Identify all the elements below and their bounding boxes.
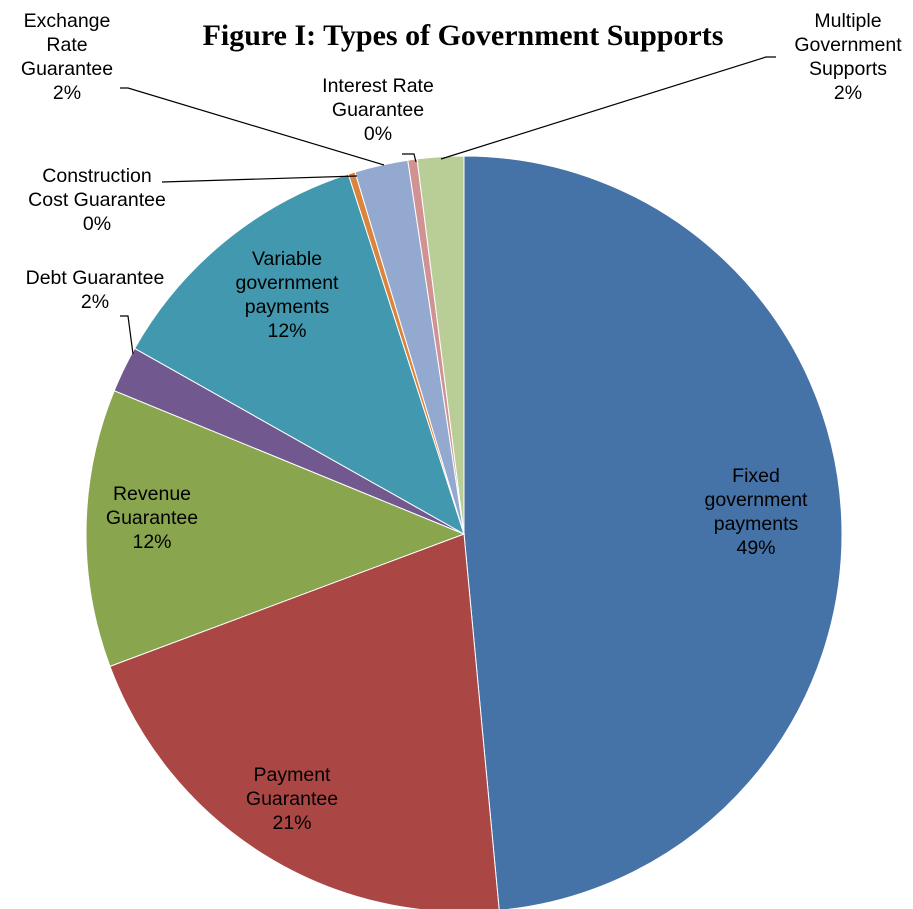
slice-labels: Fixedgovernmentpayments49%PaymentGuarant… [21, 10, 902, 834]
slice-percent-payment-guarantee: 21% [272, 812, 311, 834]
slice-label-fixed-government-payments: government [705, 489, 809, 511]
slice-label-construction-cost-guarantee: Cost Guarantee [28, 189, 166, 211]
slice-label-interest-rate-guarantee: Interest Rate [322, 75, 434, 97]
slice-percent-fixed-government-payments: 49% [736, 537, 775, 559]
slice-label-variable-government-payments: Variable [252, 248, 322, 270]
slice-percent-multiple-government-supports: 2% [834, 82, 862, 104]
leader-lines [120, 56, 776, 355]
slice-label-interest-rate-guarantee: Guarantee [332, 99, 424, 121]
slice-payment-guarantee [109, 533, 500, 909]
chart-title: Figure I: Types of Government Supports [203, 19, 724, 52]
slice-percent-revenue-guarantee: 12% [132, 531, 171, 553]
slice-percent-variable-government-payments: 12% [267, 320, 306, 342]
slice-label-exchange-rate-guarantee: Rate [46, 34, 87, 56]
slice-label-debt-guarantee: Debt Guarantee [26, 267, 165, 289]
slice-label-multiple-government-supports: Multiple [814, 10, 881, 32]
slice-percent-interest-rate-guarantee: 0% [364, 123, 392, 145]
slice-label-construction-cost-guarantee: Construction [42, 165, 151, 187]
slice-revenue-guarantee [85, 390, 466, 667]
slice-variable-government-payments [134, 173, 465, 536]
slice-label-multiple-government-supports: Government [794, 34, 902, 56]
slice-label-revenue-guarantee: Revenue [113, 483, 191, 505]
slice-label-fixed-government-payments: Fixed [732, 465, 780, 487]
leader-line-multiple-government-supports [440, 56, 776, 160]
leader-line-interest-rate-guarantee [402, 153, 417, 163]
leader-line-exchange-rate-guarantee [120, 87, 385, 166]
slice-label-revenue-guarantee: Guarantee [106, 507, 198, 529]
slice-label-variable-government-payments: government [236, 272, 340, 294]
slice-percent-debt-guarantee: 2% [81, 291, 109, 313]
slice-label-multiple-government-supports: Supports [809, 58, 887, 80]
slice-percent-exchange-rate-guarantee: 2% [53, 82, 81, 104]
slice-label-exchange-rate-guarantee: Exchange [24, 10, 111, 32]
slice-fixed-government-payments [463, 155, 843, 909]
slice-percent-construction-cost-guarantee: 0% [83, 213, 111, 235]
leader-line-debt-guarantee [120, 315, 134, 355]
leader-line-construction-cost-guarantee [161, 175, 358, 183]
slice-label-payment-guarantee: Guarantee [246, 788, 338, 810]
slice-label-variable-government-payments: payments [245, 296, 330, 318]
slice-multiple-government-supports [416, 155, 465, 535]
slice-label-exchange-rate-guarantee: Guarantee [21, 58, 113, 80]
slice-label-payment-guarantee: Payment [254, 764, 332, 786]
slice-label-fixed-government-payments: payments [714, 513, 799, 535]
pie-slices [85, 155, 843, 909]
